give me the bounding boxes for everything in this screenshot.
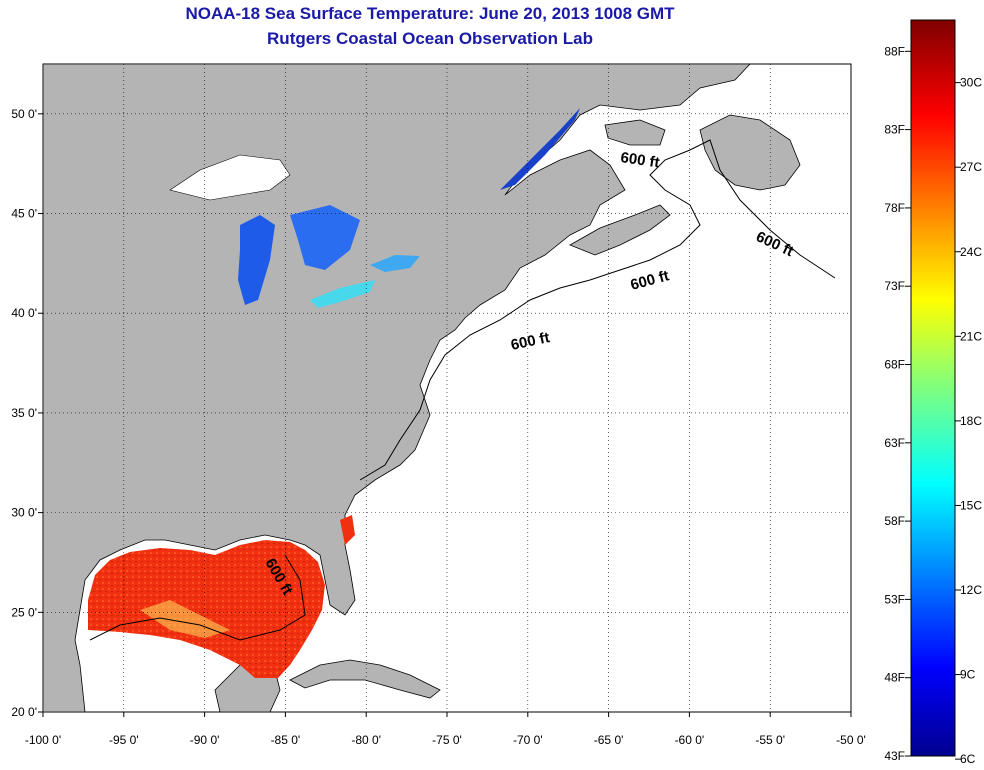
y-tick-label: 45 0' [11, 207, 37, 221]
y-tick-label: 25 0' [11, 605, 37, 619]
colorbar-f-label: 78F [884, 201, 905, 215]
colorbar-f-label: 63F [884, 436, 905, 450]
colorbar-c-label: 6C [960, 752, 976, 766]
gulf-of-mexico-sst [88, 540, 325, 678]
x-tick-label: -85 0' [271, 733, 301, 747]
colorbar-c-labels: 30C 27C 24C 21C 18C 15C 12C 9C 6C [955, 76, 982, 766]
colorbar [910, 19, 956, 757]
lake-huron [290, 205, 360, 270]
y-tick-label: 40 0' [11, 306, 37, 320]
grid-lines [43, 64, 851, 712]
lake-michigan [238, 215, 275, 305]
colorbar-f-label: 53F [884, 592, 905, 606]
lon-tick-labels: -100 0' -95 0' -90 0' -85 0' -80 0' -75 0' -70… [25, 712, 866, 747]
colorbar-c-label: 27C [960, 160, 982, 174]
lake-ontario [370, 255, 420, 272]
lat-tick-labels: 50 0' 45 0' 40 0' 35 0' 30 0' 25 0' 20 0' [11, 107, 43, 719]
colorbar-c-label: 18C [960, 414, 982, 428]
colorbar-c-label: 21C [960, 329, 982, 343]
land-nova-scotia [569, 204, 671, 256]
land-cuba [289, 659, 441, 699]
y-tick-label: 30 0' [11, 506, 37, 520]
colorbar-c-label: 30C [960, 76, 982, 90]
land-newfoundland [699, 114, 801, 191]
contour-600ft [359, 139, 836, 481]
colorbar-c-label: 12C [960, 583, 982, 597]
x-tick-label: -100 0' [25, 733, 61, 747]
y-tick-label: 50 0' [11, 107, 37, 121]
colorbar-c-label: 15C [960, 498, 982, 512]
map-subtitle: Rutgers Coastal Ocean Observation Lab [267, 29, 593, 48]
colorbar-f-label: 88F [884, 44, 905, 58]
gulf-sst-patches [140, 600, 230, 638]
lake-erie [310, 280, 375, 308]
x-tick-label: -55 0' [755, 733, 785, 747]
x-tick-label: -95 0' [109, 733, 139, 747]
colorbar-f-label: 58F [884, 514, 905, 528]
x-tick-label: -50 0' [836, 733, 866, 747]
x-tick-label: -60 0' [675, 733, 705, 747]
colorbar-f-label: 43F [884, 749, 905, 763]
contour-600ft-gulf [89, 554, 306, 641]
x-tick-label: -75 0' [432, 733, 462, 747]
colorbar-f-label: 83F [884, 123, 905, 137]
colorbar-c-label: 9C [960, 668, 976, 682]
colorbar-f-label: 68F [884, 358, 905, 372]
contour-label-1: 600 ft [619, 149, 660, 171]
florida-east-sst [340, 515, 355, 545]
colorbar-f-label: 48F [884, 671, 905, 685]
colorbar-f-label: 73F [884, 279, 905, 293]
land-gaspe [604, 119, 666, 146]
y-tick-label: 20 0' [11, 705, 37, 719]
lake-superior-white [169, 154, 291, 201]
x-tick-label: -80 0' [351, 733, 381, 747]
colorbar-c-label: 24C [960, 245, 982, 259]
y-tick-label: 35 0' [11, 406, 37, 420]
map-title: NOAA-18 Sea Surface Temperature: June 20… [185, 4, 675, 23]
x-tick-label: -65 0' [594, 733, 624, 747]
x-tick-label: -70 0' [513, 733, 543, 747]
x-tick-label: -90 0' [190, 733, 220, 747]
colorbar-f-labels: 88F 83F 78F 73F 68F 63F 58F 53F 48F 43F [884, 44, 911, 763]
